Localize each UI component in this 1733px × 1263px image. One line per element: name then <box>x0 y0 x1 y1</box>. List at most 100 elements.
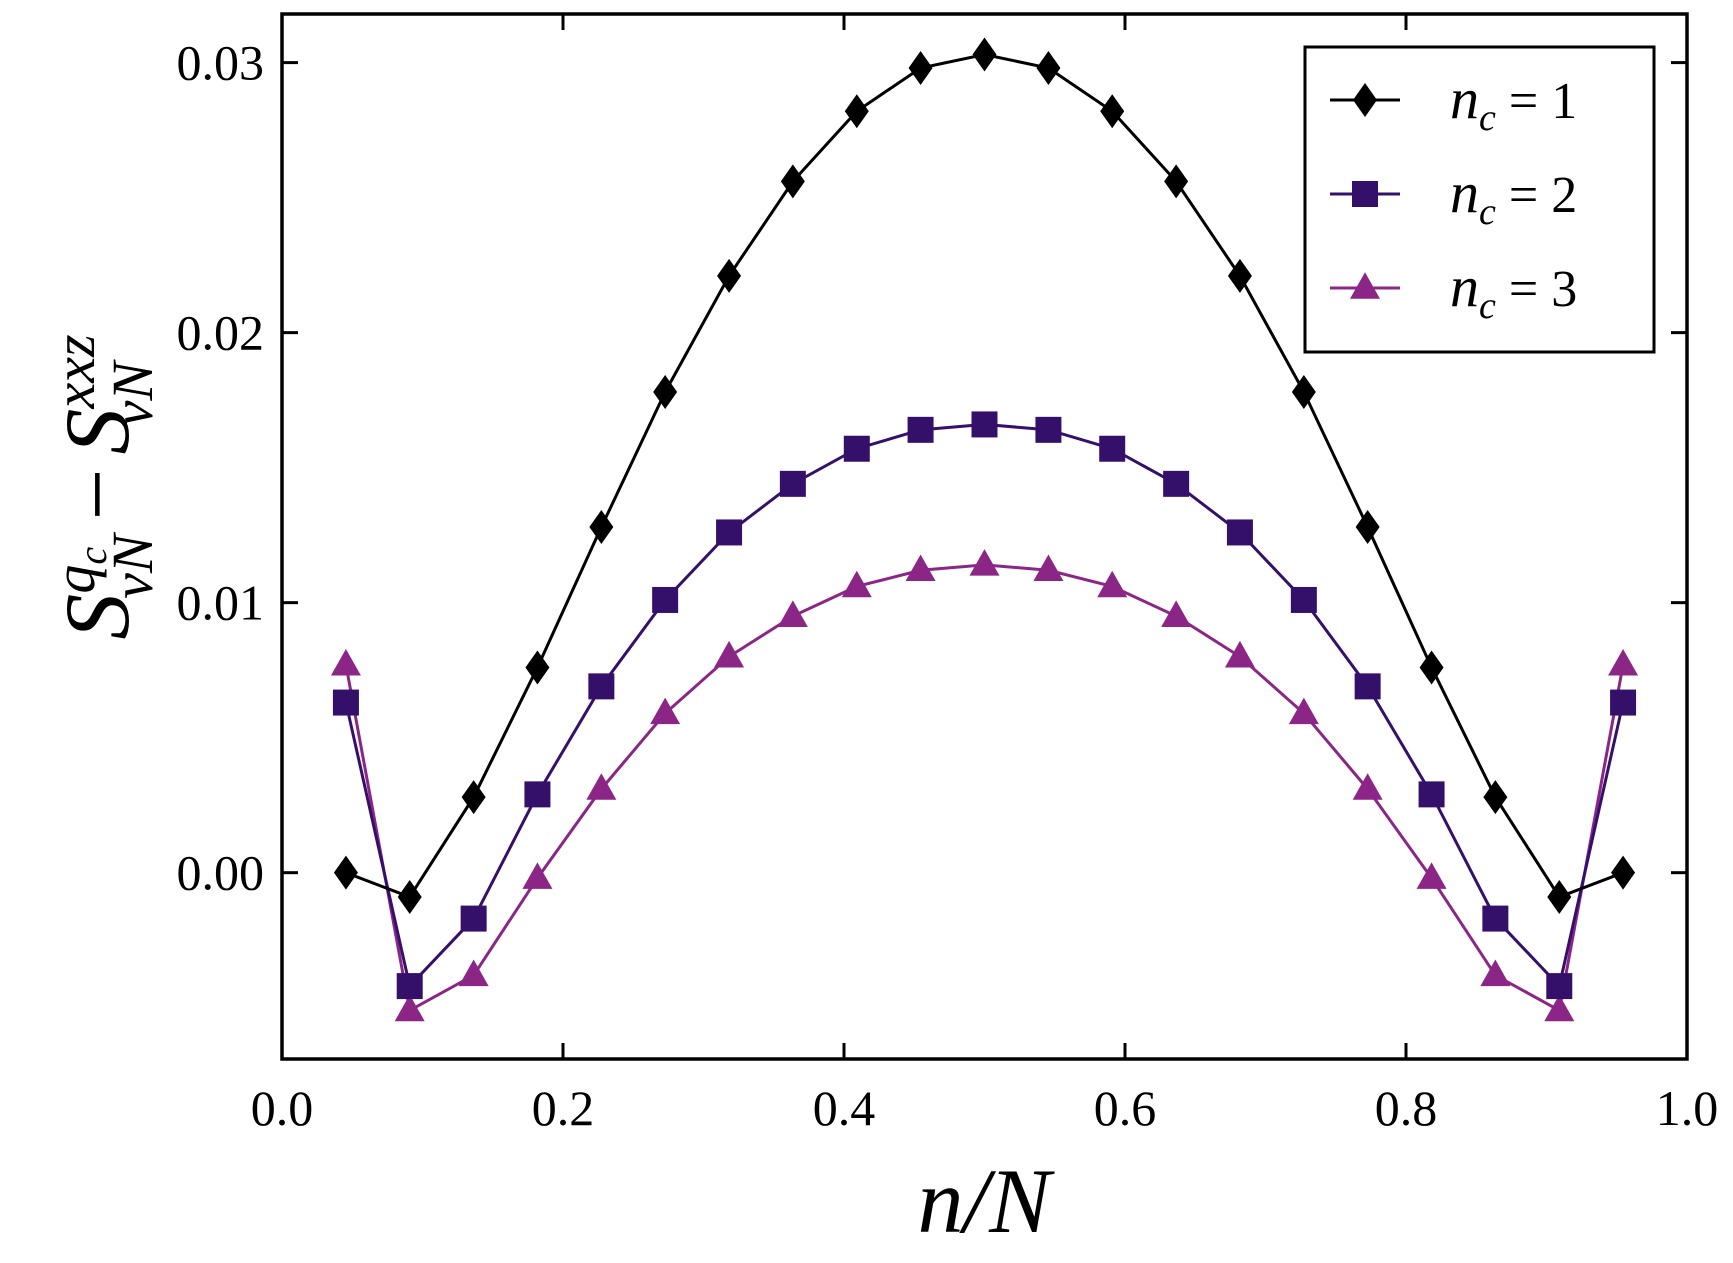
data-point-diamond <box>1100 94 1125 129</box>
plot-frame <box>280 12 1689 1061</box>
data-point-diamond <box>1036 51 1061 86</box>
ylabel-term2-base: S <box>46 408 148 454</box>
data-point-triangle <box>905 554 936 582</box>
data-point-square <box>1354 673 1381 700</box>
data-point-diamond <box>1419 650 1444 685</box>
data-point-diamond <box>1227 258 1252 293</box>
data-point-square <box>396 973 423 1000</box>
series-layer <box>330 37 1639 1022</box>
data-point-square <box>779 470 806 497</box>
data-point-diamond <box>1547 879 1572 914</box>
y-tick-label: 0.00 <box>177 845 265 901</box>
legend-label: nc = 1 <box>1450 66 1577 139</box>
data-point-triangle <box>1288 697 1319 725</box>
legend-label: nc = 3 <box>1450 254 1577 327</box>
ylabel-term2-sub: vN <box>100 359 165 427</box>
y-tick-label: 0.01 <box>177 575 265 631</box>
data-point-square <box>652 586 679 613</box>
data-point-triangle <box>1480 959 1511 987</box>
data-point-square <box>1546 973 1573 1000</box>
data-point-square <box>907 416 934 443</box>
data-point-diamond <box>461 780 486 815</box>
data-point-square <box>1226 519 1253 546</box>
tick-labels: 0.0 0.2 0.4 0.6 0.8 1.0 0.00 0.01 0.02 0.03 <box>177 35 1719 1136</box>
data-point-triangle <box>969 549 1000 576</box>
y-axis-label: SqcvN−SxxzvN <box>42 334 165 639</box>
data-point-square <box>1610 689 1637 716</box>
legend-label: nc = 2 <box>1450 160 1577 233</box>
data-point-triangle <box>1033 554 1064 582</box>
data-point-square <box>332 689 359 716</box>
x-tick-label: 0.8 <box>1375 1080 1438 1136</box>
data-point-triangle <box>1350 272 1380 299</box>
data-point-square <box>843 435 870 462</box>
data-point-square <box>1290 586 1317 613</box>
legend: nc = 1 nc = 2 nc = 3 <box>1303 45 1656 354</box>
data-point-triangle <box>522 862 553 889</box>
data-point-diamond <box>717 258 742 293</box>
data-point-triangle <box>1097 570 1128 598</box>
data-point-diamond <box>333 855 358 890</box>
data-point-diamond <box>1164 164 1189 199</box>
data-point-diamond <box>844 94 869 129</box>
legend-entry: nc = 2 <box>1330 160 1577 233</box>
data-point-diamond <box>1291 375 1316 410</box>
data-point-triangle <box>394 994 425 1022</box>
ylabel-term1-supsub: c <box>70 547 115 565</box>
x-tick-label: 0.6 <box>1094 1080 1157 1136</box>
data-point-triangle <box>1416 862 1447 889</box>
data-point-triangle <box>1224 640 1255 668</box>
data-point-triangle <box>1161 600 1192 627</box>
series-square <box>332 411 1637 1000</box>
ylabel-term2-sup: xxz <box>42 334 107 409</box>
series-diamond <box>333 37 1636 914</box>
data-point-triangle <box>330 649 361 676</box>
data-point-diamond <box>653 375 678 410</box>
data-point-triangle <box>1608 649 1639 676</box>
ylabel-term1-sup: q <box>42 565 107 594</box>
data-point-triangle <box>1352 773 1383 800</box>
data-point-square <box>1163 470 1190 497</box>
data-point-diamond <box>1483 780 1508 815</box>
data-point-diamond <box>780 164 805 199</box>
data-point-triangle <box>841 570 872 598</box>
ylabel-term1-sub: vN <box>100 531 165 599</box>
svg-text:SqcvN−SxxzvN: SqcvN−SxxzvN <box>42 334 165 639</box>
data-point-diamond <box>1353 83 1377 117</box>
x-tick-label: 1.0 <box>1656 1080 1719 1136</box>
x-tick-label: 0.2 <box>532 1080 595 1136</box>
data-point-diamond <box>589 510 614 545</box>
data-point-square <box>460 905 487 932</box>
data-point-triangle <box>458 959 489 987</box>
data-point-triangle <box>650 697 681 725</box>
data-point-diamond <box>972 37 997 72</box>
data-point-diamond <box>1355 510 1380 545</box>
x-tick-label: 0.4 <box>813 1080 876 1136</box>
series-triangle <box>330 549 1639 1022</box>
data-point-triangle <box>1544 994 1575 1022</box>
data-point-square <box>1482 905 1509 932</box>
data-point-square <box>588 673 615 700</box>
data-point-triangle <box>777 600 808 627</box>
data-point-diamond <box>908 51 933 86</box>
x-axis-label: n/N <box>918 1150 1056 1252</box>
x-tick-label: 0.0 <box>251 1080 314 1136</box>
legend-entry: nc = 1 <box>1330 66 1577 139</box>
data-point-diamond <box>1611 855 1636 890</box>
data-point-square <box>1352 181 1378 207</box>
data-point-diamond <box>525 650 550 685</box>
legend-entry: nc = 3 <box>1330 254 1577 327</box>
data-point-square <box>524 781 551 808</box>
data-point-square <box>971 411 998 438</box>
data-point-square <box>1035 416 1062 443</box>
data-point-square <box>1418 781 1445 808</box>
data-point-square <box>1099 435 1126 462</box>
y-tick-label: 0.03 <box>177 35 265 91</box>
ylabel-minus: − <box>46 468 148 520</box>
series-line <box>344 422 1625 990</box>
y-tick-label: 0.02 <box>177 305 265 361</box>
data-point-square <box>716 519 743 546</box>
data-point-triangle <box>714 640 745 668</box>
data-point-diamond <box>397 879 422 914</box>
